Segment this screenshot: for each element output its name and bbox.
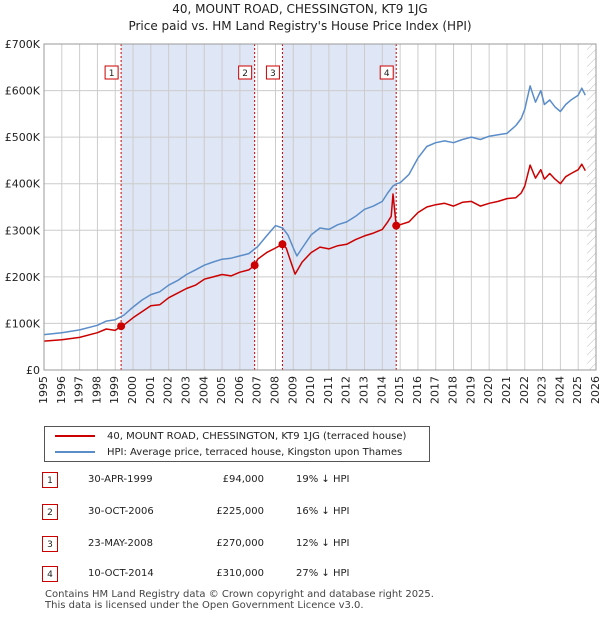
x-tick-label: 2019 — [464, 376, 477, 404]
x-tick-label: 2001 — [144, 376, 157, 404]
legend-label-hpi: HPI: Average price, terraced house, King… — [107, 447, 403, 458]
sale-marker-box — [265, 65, 280, 80]
sale-row: 2 30-OCT-2006 £225,000 16% ↓ HPI — [42, 502, 442, 522]
y-tick-label: £700K — [5, 38, 41, 51]
sale-marker-label: 1 — [109, 69, 115, 79]
x-tick-label: 2016 — [411, 376, 424, 404]
x-tick-label: 2006 — [233, 376, 246, 404]
sale-point — [117, 322, 126, 331]
x-tick-label: 1999 — [108, 376, 121, 404]
x-tick-label: 2020 — [482, 376, 495, 404]
footer-line-licence: This data is licensed under the Open Gov… — [45, 600, 364, 611]
footer-attribution: Contains HM Land Registry data © Crown c… — [45, 589, 434, 611]
sale-date: 10-OCT-2014 — [88, 568, 154, 579]
legend-swatch-property — [55, 435, 95, 437]
sale-marker-label: 3 — [270, 69, 276, 79]
sale-hpi-diff: 16% ↓ HPI — [296, 506, 350, 517]
x-tick-label: 2017 — [429, 376, 442, 404]
x-tick-label: 1995 — [37, 376, 50, 404]
sale-marker-box — [238, 65, 253, 80]
x-tick-label: 1997 — [73, 376, 86, 404]
sale-number-badge: 2 — [42, 504, 58, 520]
chart-subtitle: Price paid vs. HM Land Registry's House … — [128, 19, 471, 33]
sale-row: 1 30-APR-1999 £94,000 19% ↓ HPI — [42, 470, 442, 490]
chart-legend: 40, MOUNT ROAD, CHESSINGTON, KT9 1JG (te… — [44, 426, 430, 462]
x-tick-label: 2015 — [393, 376, 406, 404]
x-tick-label: 2018 — [447, 376, 460, 404]
x-tick-label: 2002 — [162, 376, 175, 404]
x-tick-label: 2011 — [322, 376, 335, 404]
sale-marker-box — [104, 65, 119, 80]
series-line — [43, 163, 586, 342]
x-tick-label: 2000 — [126, 376, 139, 404]
x-tick-label: 2025 — [571, 376, 584, 404]
x-tick-label: 1998 — [90, 376, 103, 404]
x-tick-label: 2022 — [518, 376, 531, 404]
sale-period-shade — [121, 44, 255, 370]
x-tick-label: 2026 — [589, 376, 600, 404]
y-tick-label: £500K — [5, 131, 41, 144]
sale-period-shade — [282, 44, 397, 370]
footer-line-copyright: Contains HM Land Registry data © Crown c… — [45, 589, 434, 600]
price-chart: 40, MOUNT ROAD, CHESSINGTON, KT9 1JG Pri… — [5, 2, 600, 404]
sale-price: £225,000 — [216, 506, 264, 517]
y-tick-label: £200K — [5, 271, 41, 284]
sale-date: 23-MAY-2008 — [88, 538, 154, 549]
sale-number-badge: 1 — [42, 472, 58, 488]
sale-hpi-diff: 12% ↓ HPI — [296, 538, 350, 549]
legend-item-hpi: HPI: Average price, terraced house, King… — [55, 445, 402, 461]
sale-marker-label: 2 — [242, 69, 248, 79]
y-tick-label: £400K — [5, 178, 41, 191]
sale-row: 3 23-MAY-2008 £270,000 12% ↓ HPI — [42, 534, 442, 554]
legend-swatch-hpi — [55, 451, 95, 453]
sale-price: £270,000 — [216, 538, 264, 549]
sale-price: £310,000 — [216, 568, 264, 579]
series-line — [43, 85, 586, 336]
x-tick-label: 2023 — [536, 376, 549, 404]
sale-marker-label: 4 — [384, 69, 390, 79]
future-hatch — [587, 44, 596, 370]
x-tick-label: 1996 — [55, 376, 68, 404]
plot-frame — [43, 43, 597, 371]
x-tick-label: 2005 — [215, 376, 228, 404]
legend-label-property: 40, MOUNT ROAD, CHESSINGTON, KT9 1JG (te… — [107, 431, 407, 442]
x-tick-label: 2014 — [375, 376, 388, 404]
x-tick-label: 2003 — [179, 376, 192, 404]
sale-hpi-diff: 27% ↓ HPI — [296, 568, 350, 579]
y-tick-label: £600K — [5, 85, 41, 98]
chart-title: 40, MOUNT ROAD, CHESSINGTON, KT9 1JG — [172, 2, 427, 16]
sale-point — [392, 221, 401, 230]
sale-price: £94,000 — [222, 474, 264, 485]
sale-date: 30-APR-1999 — [88, 474, 153, 485]
x-tick-label: 2007 — [251, 376, 264, 404]
sale-date: 30-OCT-2006 — [88, 506, 154, 517]
sale-point — [250, 261, 259, 270]
sale-number-badge: 4 — [42, 566, 58, 582]
x-tick-label: 2008 — [268, 376, 281, 404]
x-tick-label: 2012 — [340, 376, 353, 404]
sale-hpi-diff: 19% ↓ HPI — [296, 474, 350, 485]
y-tick-label: £100K — [5, 317, 41, 330]
x-tick-label: 2013 — [358, 376, 371, 404]
sale-number-badge: 3 — [42, 536, 58, 552]
x-tick-label: 2021 — [500, 376, 513, 404]
x-tick-label: 2009 — [286, 376, 299, 404]
legend-item-property: 40, MOUNT ROAD, CHESSINGTON, KT9 1JG (te… — [55, 429, 406, 445]
sale-row: 4 10-OCT-2014 £310,000 27% ↓ HPI — [42, 564, 442, 584]
sale-marker-box — [379, 65, 394, 80]
x-tick-label: 2004 — [197, 376, 210, 404]
y-tick-label: £0 — [26, 364, 40, 377]
x-tick-label: 2024 — [553, 376, 566, 404]
y-tick-label: £300K — [5, 224, 41, 237]
x-tick-label: 2010 — [304, 376, 317, 404]
sale-point — [278, 240, 287, 249]
